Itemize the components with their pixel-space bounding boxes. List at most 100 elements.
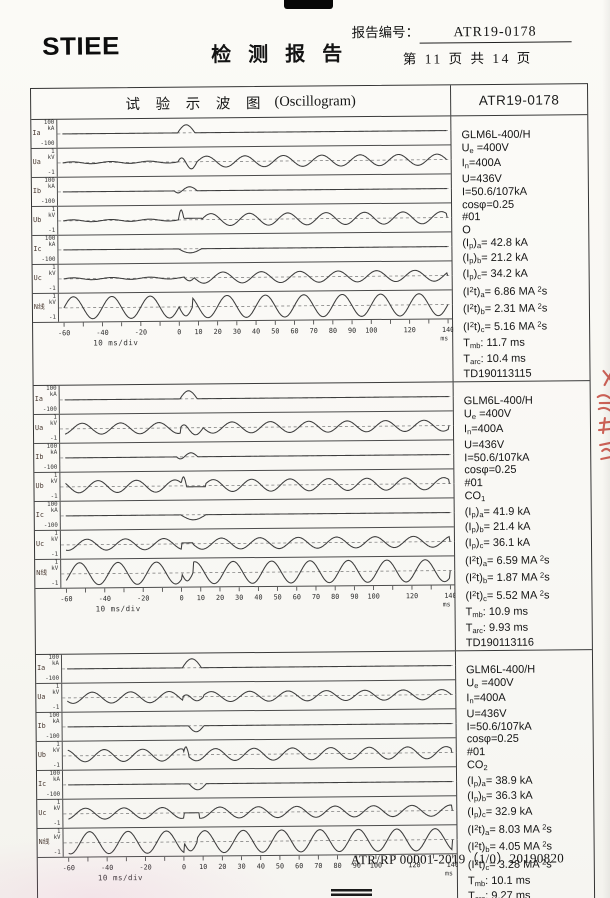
svg-text:60: 60	[293, 593, 301, 601]
svg-text:140: 140	[442, 326, 453, 334]
channel-strip-Ua: 1 kV -1 Ua	[36, 680, 457, 713]
svg-text:-40: -40	[101, 864, 113, 872]
channel-gutter: 1 kV -1 Ub	[36, 741, 63, 770]
channel-strip-Ib: 100 kA -100 Ib	[36, 709, 457, 742]
param-line: cosφ=0.25	[461, 198, 515, 211]
param-line: (Ip)a= 42.8 kA	[462, 236, 528, 250]
channel-gutter: 1 kV -1 N线	[32, 293, 60, 322]
svg-text:120: 120	[406, 592, 418, 600]
svg-text:10: 10	[197, 594, 205, 602]
time-axis: -60 -40 -20 0 10 20 30 40 50 60 70 80 90 100 120 140	[35, 585, 455, 604]
red-stamp-strokes	[596, 369, 610, 461]
test-parameters: GLM6L-400/H Ue =400V In=400A U=436V I=50.6/1…	[451, 115, 589, 381]
scan-artifact-bottom	[331, 889, 372, 896]
channel-strip-N线: 1 kV -1 N线	[37, 825, 458, 858]
svg-text:90: 90	[348, 327, 356, 335]
param-line: GLM6L-400/H	[463, 394, 533, 408]
time-axis-svg: -60 -40 -20 0 10 20 30 40 50 60 70 80 90 100 120 140	[64, 854, 458, 872]
channel-label: Ub	[33, 215, 42, 224]
channel-gutter: 100 kA -100 Ic	[36, 770, 64, 799]
channel-scale-min: -1	[52, 704, 60, 711]
param-line: Tmb: 10.9 ms	[465, 605, 529, 619]
svg-text:0: 0	[177, 328, 181, 336]
sweep-rate-row: 10 ms/div ms	[33, 334, 452, 351]
channel-strip-Ua: 1 kV -1 Ua	[33, 411, 454, 444]
channel-strip-Uc: 1 kV -1 Uc	[34, 527, 455, 560]
waveform-trace-Ub	[60, 476, 455, 494]
waveform-trace-Uc	[63, 804, 458, 820]
channel-scale-min: -100	[45, 675, 60, 682]
channel-label: Ua	[37, 692, 46, 701]
waveform-column: 100 kA -100 Ia 1 kV -1 Ua 100 kA -100 Ib 1 kV -1 Ub 100 k…	[35, 651, 459, 898]
channel-scale-min: -1	[53, 849, 61, 856]
channel-scale-min: -1	[51, 551, 59, 558]
channel-gutter: 100 kA -100 Ia	[35, 654, 63, 683]
test-parameters: GLM6L-400/H Ue =400V In=400A U=436V I=50.6/1…	[454, 381, 592, 650]
param-line: (I2t)b= 2.31 MA 2s	[462, 301, 548, 317]
sweep-rate-label: 10 ms/div	[97, 872, 144, 883]
channel-unit: kA	[49, 391, 57, 398]
param-line: (I2t)a= 6.59 MA 2s	[465, 553, 550, 568]
channel-strip-Ia: 100 kA -100 Ia	[31, 116, 452, 149]
channel-strip-Ia: 100 kA -100 Ia	[35, 651, 457, 684]
channel-gutter: 100 kA -100 Ib	[34, 443, 61, 472]
svg-text:-40: -40	[99, 595, 111, 603]
table-title-en: (Oscillogram)	[274, 92, 356, 110]
channel-unit: kV	[53, 805, 61, 812]
channel-strip-Ic: 100 kA -100 Ic	[34, 498, 455, 531]
channel-scale-min: -1	[50, 493, 58, 500]
channel-label: Ia	[37, 663, 46, 672]
channel-scale-min: -100	[43, 522, 58, 529]
waveform-trace-Ic	[58, 246, 453, 254]
param-line: Tarc: 10.4 ms	[463, 352, 526, 366]
param-line: #01	[466, 746, 486, 759]
waveform-trace-Ib	[57, 186, 452, 194]
param-line: O	[462, 224, 471, 237]
svg-text:40: 40	[254, 593, 262, 601]
sweep-rate-row: 10 ms/div ms	[36, 600, 455, 617]
svg-text:30: 30	[235, 594, 243, 602]
sweep-rate-row: 10 ms/div ms	[38, 869, 457, 886]
waveform-trace-N线	[61, 559, 456, 586]
channel-unit: kV	[48, 299, 56, 306]
param-line: Tarc: 9.27 ms	[468, 890, 531, 898]
waveform-trace-Uc	[58, 269, 453, 284]
waveform-trace-Ub	[62, 745, 457, 763]
param-line: #01	[464, 477, 483, 490]
param-line: cosφ=0.25	[464, 464, 517, 477]
svg-text:-20: -20	[137, 594, 149, 602]
svg-text:40: 40	[257, 862, 265, 870]
table-header: 试 验 示 波 图 (Oscillogram) ATR19-0178	[31, 84, 588, 120]
svg-text:140: 140	[444, 592, 455, 600]
waveform-trace-Ic	[63, 780, 458, 791]
channel-unit: kA	[53, 776, 61, 783]
param-line: (Ip)b= 21.4 kA	[464, 520, 531, 535]
waveform-trace-N线	[58, 293, 453, 320]
param-line: (Ip)a= 38.9 kA	[467, 774, 533, 788]
svg-text:100: 100	[365, 326, 377, 334]
channel-unit: kA	[52, 718, 60, 725]
channel-strip-Uc: 1 kV -1 Uc	[32, 261, 453, 294]
svg-text:90: 90	[353, 862, 361, 870]
channel-scale-min: -1	[51, 580, 59, 587]
channel-label: Ib	[37, 721, 46, 730]
svg-text:60: 60	[295, 862, 303, 870]
channel-label: N线	[33, 302, 45, 311]
param-line: Tmb: 10.1 ms	[467, 874, 531, 888]
channel-unit: kA	[50, 507, 58, 514]
param-line: (Ip)a= 41.9 kA	[464, 505, 531, 519]
param-line: I=50.6/107kA	[466, 720, 532, 733]
waveform-trace-Ua	[59, 419, 454, 436]
channel-gutter: 100 kA -100 Ia	[33, 385, 60, 414]
channel-unit: kV	[48, 212, 56, 219]
param-line: (I2t)a= 8.03 MA 2s	[467, 822, 552, 837]
channel-unit: kV	[53, 834, 61, 841]
param-line: I=50.6/107kA	[461, 185, 528, 199]
channel-label: Uc	[38, 808, 47, 817]
sweep-rate-label: 10 ms/div	[93, 338, 139, 348]
report-number: ATR19-0178	[418, 24, 572, 44]
param-line: cosφ=0.25	[466, 733, 519, 746]
channel-strip-Ub: 1 kV -1 Ub	[36, 738, 457, 771]
channel-gutter: 100 kA -100 Ib	[36, 712, 63, 741]
svg-text:80: 80	[331, 593, 339, 601]
